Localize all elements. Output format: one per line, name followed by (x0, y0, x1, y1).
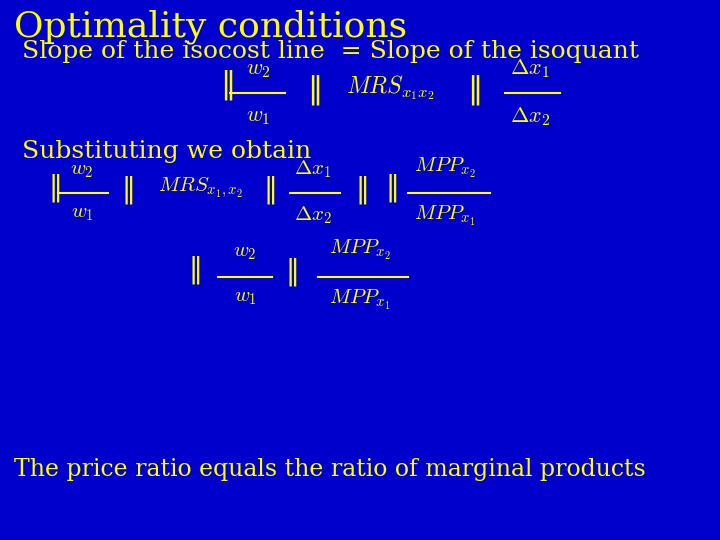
Text: ‖: ‖ (220, 70, 235, 100)
Text: ‖: ‖ (355, 176, 369, 204)
Text: ‖: ‖ (307, 75, 323, 105)
Text: $\mathit{MPP}_{x_2}$: $\mathit{MPP}_{x_2}$ (329, 238, 391, 262)
Text: $\mathit{MPP}_{x_1}$: $\mathit{MPP}_{x_1}$ (414, 204, 476, 228)
Text: ‖: ‖ (263, 176, 277, 204)
Text: $w_1$: $w_1$ (71, 204, 94, 223)
Text: $\mathit{MRS}_{x_1x_2}$: $\mathit{MRS}_{x_1x_2}$ (346, 73, 434, 103)
Text: ‖: ‖ (121, 176, 135, 204)
Text: $w_2$: $w_2$ (246, 58, 271, 80)
Text: $\mathit{MPP}_{x_2}$: $\mathit{MPP}_{x_2}$ (414, 156, 476, 180)
Text: ‖: ‖ (285, 258, 299, 286)
Text: $\Delta x_2$: $\Delta x_2$ (510, 105, 550, 128)
Text: Slope of the isocost line  = Slope of the isoquant: Slope of the isocost line = Slope of the… (22, 40, 639, 63)
Text: ‖: ‖ (188, 256, 202, 284)
Text: Substituting we obtain: Substituting we obtain (22, 140, 311, 163)
Text: $\Delta x_1$: $\Delta x_1$ (294, 158, 332, 180)
Text: $\Delta x_1$: $\Delta x_1$ (510, 57, 550, 80)
Text: $\mathit{MRS}_{x_1,x_2}$: $\mathit{MRS}_{x_1,x_2}$ (158, 176, 243, 200)
Text: ‖: ‖ (385, 174, 399, 202)
Text: ‖: ‖ (48, 174, 62, 202)
Text: ‖: ‖ (467, 75, 482, 105)
Text: $\mathit{MPP}_{x_1}$: $\mathit{MPP}_{x_1}$ (329, 288, 391, 312)
Text: $w_2$: $w_2$ (233, 243, 257, 262)
Text: The price ratio equals the ratio of marginal products: The price ratio equals the ratio of marg… (14, 458, 646, 481)
Text: $w_1$: $w_1$ (246, 105, 270, 127)
Text: $\Delta x_2$: $\Delta x_2$ (294, 204, 332, 226)
Text: Optimality conditions: Optimality conditions (14, 10, 407, 44)
Text: $w_1$: $w_1$ (233, 288, 256, 307)
Text: $w_2$: $w_2$ (71, 161, 94, 180)
